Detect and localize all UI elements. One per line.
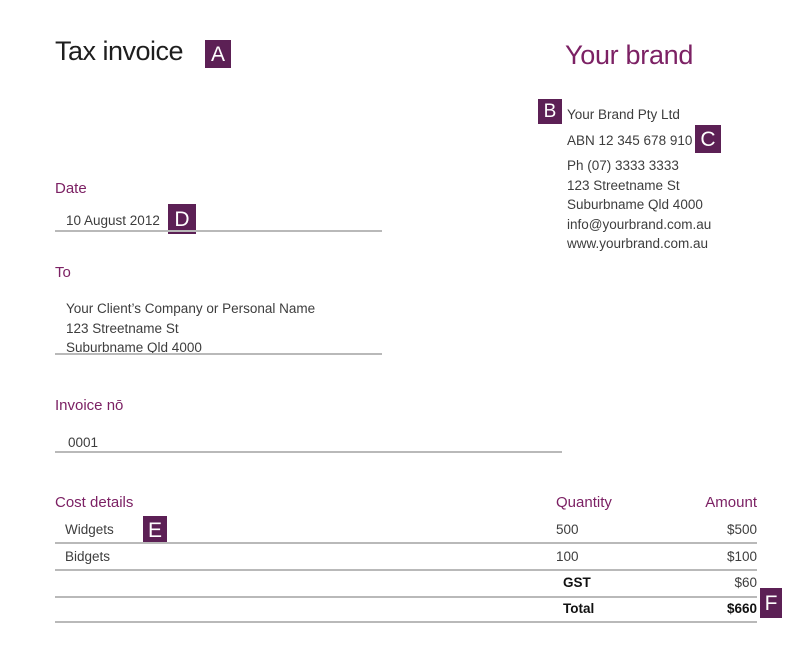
date-underline (55, 230, 382, 232)
row-quantity: 100 (556, 549, 579, 564)
invoice-number-value: 0001 (68, 435, 99, 450)
page-title: Tax invoice (55, 36, 184, 66)
marker-a: A (205, 40, 231, 68)
quantity-column-header: Quantity (556, 494, 612, 511)
marker-c: C (695, 125, 721, 153)
cost-details-label: Cost details (55, 494, 134, 511)
brand-suburb: Suburbname Qld 4000 (567, 197, 703, 212)
marker-e: E (143, 516, 167, 544)
client-street: 123 Streetname St (66, 320, 179, 336)
brand-heading: Your brand (565, 40, 694, 70)
row-amount: $100 (726, 549, 757, 564)
client-name: Your Client’s Company or Personal Name (66, 301, 316, 316)
invoice-number-label: Invoice nō (55, 397, 124, 414)
to-underline (55, 353, 382, 355)
gst-amount: $60 (734, 575, 757, 590)
table-rule (55, 569, 757, 571)
table-rule (55, 542, 757, 544)
total-label: Total (563, 601, 595, 616)
amount-column-header: Amount (705, 494, 757, 511)
date-label: Date (55, 180, 87, 197)
marker-b: B (538, 99, 562, 124)
client-suburb: Suburbname Qld 4000 (66, 340, 202, 355)
brand-email: info@yourbrand.com.au (567, 216, 712, 232)
marker-d: D (168, 204, 196, 234)
brand-street: 123 Streetname St (567, 177, 680, 193)
brand-phone: Ph (07) 3333 3333 (567, 158, 679, 173)
table-rule (55, 596, 757, 598)
row-amount: $500 (726, 522, 757, 537)
brand-contact-block: Ph (07) 3333 3333 123 Streetname St Subu… (567, 156, 711, 254)
row-quantity: 500 (556, 522, 579, 537)
to-label: To (55, 264, 71, 281)
brand-website: www.yourbrand.com.au (567, 236, 709, 251)
client-address-block: Your Client’s Company or Personal Name 1… (66, 299, 315, 358)
table-rule (55, 621, 757, 623)
date-value: 10 August 2012 (66, 213, 160, 228)
total-amount: $660 (726, 601, 757, 616)
gst-label: GST (563, 575, 591, 590)
brand-name: Your Brand Pty Ltd (567, 107, 680, 122)
row-item: Widgets (65, 522, 114, 537)
row-item: Bidgets (65, 549, 111, 564)
brand-abn: ABN 12 345 678 910 (567, 133, 693, 148)
invoice-number-underline (55, 451, 562, 453)
marker-f: F (760, 588, 782, 618)
